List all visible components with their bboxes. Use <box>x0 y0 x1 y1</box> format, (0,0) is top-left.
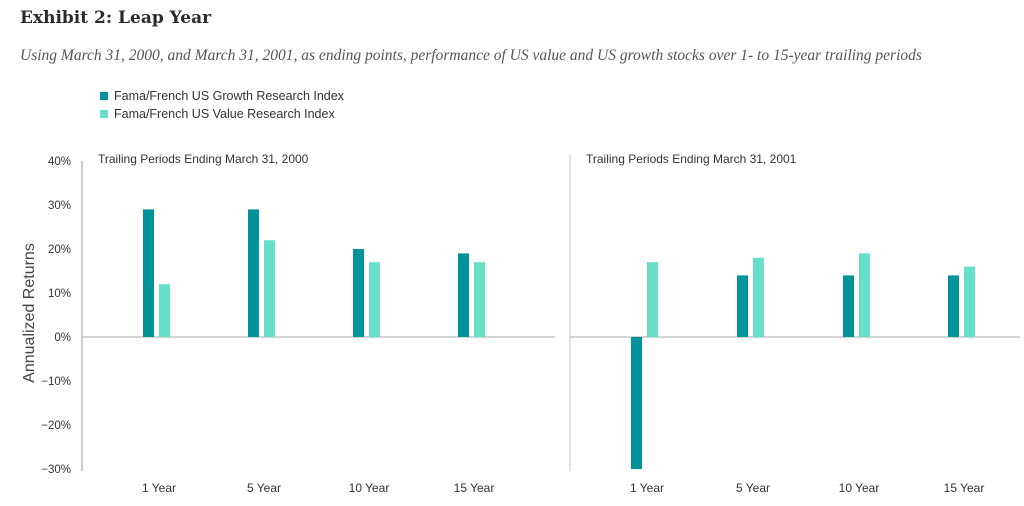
legend-item-growth: Fama/French US Growth Research Index <box>100 89 344 103</box>
x-tick-label: 5 Year <box>247 481 281 495</box>
bar-growth <box>948 275 959 337</box>
legend-label-value: Fama/French US Value Research Index <box>114 107 335 121</box>
bar-growth <box>843 275 854 337</box>
bar-growth <box>737 275 748 337</box>
panel-title: Trailing Periods Ending March 31, 2000 <box>98 152 309 166</box>
y-tick-label: 0% <box>54 332 71 344</box>
bar-growth <box>248 209 259 337</box>
y-axis-label: Annualized Returns <box>21 243 38 383</box>
legend-swatch-value <box>100 110 108 118</box>
bar-growth <box>353 249 364 337</box>
x-tick-label: 10 Year <box>839 481 880 495</box>
x-tick-label: 1 Year <box>630 481 664 495</box>
y-tick-label: −30% <box>41 464 71 476</box>
y-tick-label: −20% <box>41 420 71 432</box>
legend-swatch-growth <box>100 92 108 100</box>
chart-subtitle: Using March 31, 2000, and March 31, 2001… <box>20 47 922 64</box>
bar-growth <box>631 337 642 469</box>
x-tick-label: 15 Year <box>944 481 985 495</box>
bar-growth <box>143 209 154 337</box>
y-tick-label: 30% <box>48 200 71 212</box>
bar-value <box>647 262 658 337</box>
x-tick-label: 15 Year <box>454 481 495 495</box>
bar-value <box>474 262 485 337</box>
bar-value <box>369 262 380 337</box>
x-tick-label: 1 Year <box>142 481 176 495</box>
x-tick-label: 5 Year <box>736 481 770 495</box>
bar-growth <box>458 253 469 337</box>
panel-title: Trailing Periods Ending March 31, 2001 <box>586 152 797 166</box>
bar-value <box>964 266 975 337</box>
y-tick-label: 10% <box>48 288 71 300</box>
legend-item-value: Fama/French US Value Research Index <box>100 107 335 121</box>
legend-label-growth: Fama/French US Growth Research Index <box>114 89 344 103</box>
bar-value <box>859 253 870 337</box>
y-tick-label: 20% <box>48 244 71 256</box>
bar-value <box>753 257 764 337</box>
bar-value <box>159 284 170 337</box>
chart-title: Exhibit 2: Leap Year <box>20 8 212 28</box>
y-tick-label: −10% <box>41 376 71 388</box>
bar-value <box>264 240 275 337</box>
x-tick-label: 10 Year <box>349 481 390 495</box>
y-tick-label: 40% <box>48 156 71 168</box>
